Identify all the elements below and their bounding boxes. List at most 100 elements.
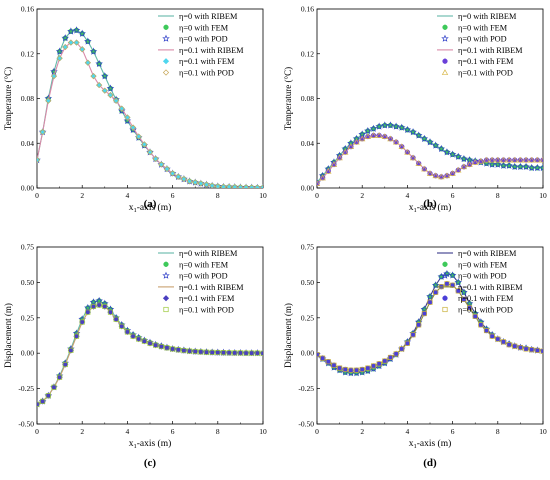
data-point — [409, 154, 417, 161]
x-tick-label: 2 — [360, 427, 364, 436]
data-point — [158, 343, 165, 350]
data-point — [353, 138, 360, 145]
y-tick-label: -0.25 — [298, 384, 314, 393]
y-tick-label: 0.12 — [21, 49, 34, 58]
data-point — [478, 322, 484, 328]
data-point — [84, 37, 92, 45]
y-axis-label: Displacement (m) — [3, 303, 13, 368]
data-point — [231, 184, 238, 188]
data-point — [175, 173, 182, 180]
series-6 — [37, 39, 263, 188]
x-axis-label-rest: -axis (m) — [417, 438, 452, 449]
data-point — [96, 81, 103, 89]
data-point — [376, 361, 382, 367]
data-point — [220, 349, 227, 356]
data-point — [325, 359, 331, 365]
data-point — [369, 124, 378, 132]
legend-label: η=0 with FEM — [179, 260, 229, 269]
x-tick-label: 6 — [451, 427, 455, 436]
data-point — [152, 342, 159, 349]
data-point — [73, 39, 80, 46]
data-point — [101, 72, 109, 80]
y-tick-label: 0.00 — [301, 349, 314, 358]
data-point — [478, 322, 484, 328]
data-point — [392, 138, 400, 145]
data-point — [342, 366, 348, 373]
data-point — [129, 333, 137, 340]
x-tick-label: 6 — [171, 427, 175, 436]
legend-item: η=0 with RIBEM — [158, 12, 238, 21]
legend-item: η=0.1 with RIBEM — [158, 46, 244, 55]
data-point — [56, 374, 63, 381]
legend-item: η=0.1 with FEM — [442, 294, 514, 303]
legend-swatch-marker — [442, 306, 448, 313]
data-point — [431, 281, 440, 289]
data-point — [101, 87, 108, 94]
data-point — [381, 121, 389, 129]
legend-label: η=0.1 with RIBEM — [179, 46, 244, 55]
y-tick-label: -0.50 — [18, 420, 34, 429]
data-point — [426, 170, 434, 176]
data-point — [72, 26, 81, 34]
legend-label: η=0 with RIBEM — [458, 12, 517, 21]
data-point — [382, 358, 388, 364]
legend-item: η=0 with RIBEM — [158, 249, 238, 258]
x-axis-label-main: x — [409, 203, 414, 213]
data-point — [386, 121, 395, 129]
legend-item: η=0.1 with POD — [441, 69, 513, 78]
data-point — [197, 348, 204, 356]
data-point — [431, 141, 440, 149]
data-point — [427, 299, 433, 305]
x-tick-label: 10 — [539, 191, 547, 200]
data-point — [175, 347, 181, 353]
data-point — [438, 173, 445, 180]
x-tick-label: 2 — [360, 191, 364, 200]
data-point — [169, 170, 176, 177]
x-axis-label-rest: -axis (m) — [137, 202, 172, 213]
data-point — [253, 183, 262, 188]
data-point — [421, 165, 428, 172]
data-point — [158, 161, 165, 168]
x-tick-label: 8 — [496, 191, 500, 200]
data-point — [260, 350, 263, 356]
data-point — [540, 348, 543, 354]
data-point — [460, 154, 468, 163]
data-point — [135, 133, 142, 140]
data-point — [203, 181, 210, 188]
data-point — [392, 122, 400, 130]
data-point — [209, 182, 216, 188]
data-point — [242, 349, 250, 357]
data-point — [365, 365, 371, 371]
data-point — [370, 363, 377, 369]
data-point — [403, 125, 412, 134]
data-point — [370, 132, 377, 138]
data-point — [454, 152, 463, 160]
data-point — [489, 333, 495, 339]
data-point — [198, 349, 204, 355]
legend-label: η=0 with POD — [179, 272, 228, 281]
data-point — [89, 47, 98, 55]
data-point — [226, 349, 233, 356]
legend-swatch-marker — [441, 34, 449, 42]
series-6 — [317, 281, 543, 373]
data-point — [147, 340, 153, 346]
legend-label: η=0.1 with FEM — [458, 57, 514, 66]
legend-item: η=0 with POD — [441, 272, 507, 281]
plot-frame — [316, 246, 544, 425]
y-tick-label: 0.16 — [301, 5, 314, 14]
data-point — [186, 347, 193, 355]
data-point — [55, 47, 64, 55]
plot-area — [37, 296, 263, 408]
data-point — [336, 365, 343, 371]
x-tick-label: 8 — [216, 191, 220, 200]
data-point — [146, 149, 154, 156]
data-point — [342, 366, 348, 373]
data-point — [57, 374, 63, 380]
data-point — [364, 126, 372, 135]
data-point — [467, 305, 473, 311]
data-point — [410, 332, 416, 338]
data-point — [73, 333, 80, 340]
legend-item: η=0 with RIBEM — [437, 249, 517, 258]
data-point — [67, 347, 74, 354]
